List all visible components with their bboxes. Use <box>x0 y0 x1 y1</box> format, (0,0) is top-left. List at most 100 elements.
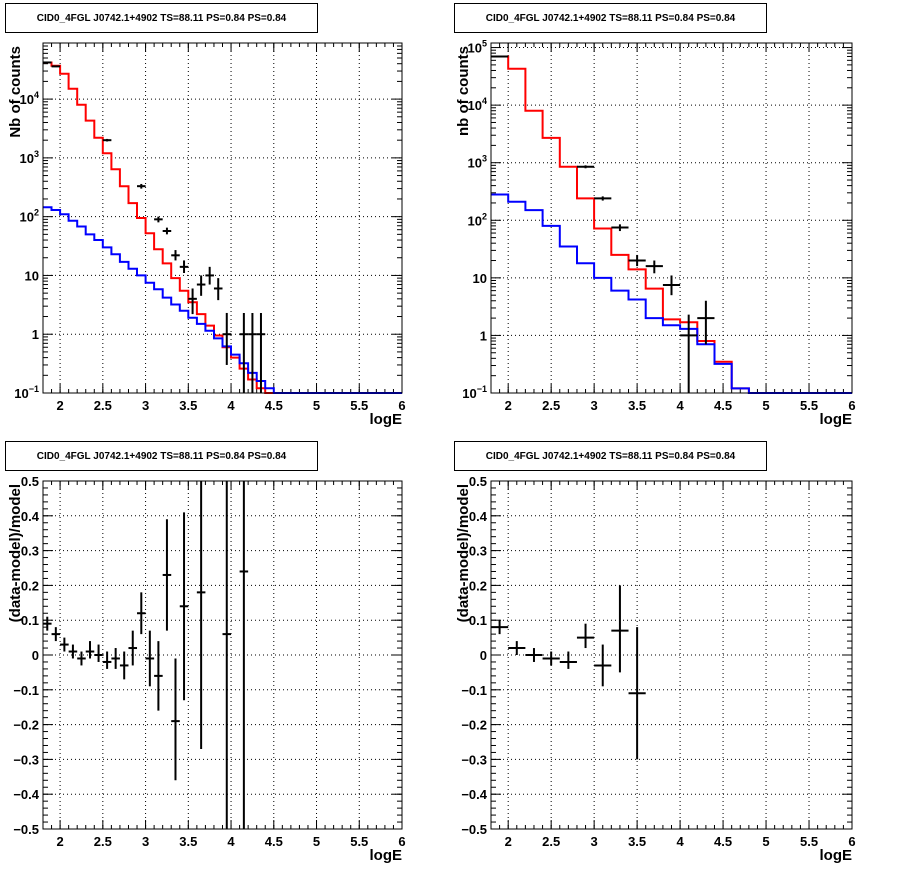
p1-data-point <box>697 300 715 345</box>
p1-x-tick-label: 3 <box>591 398 598 413</box>
p3-x-tick-label: 5 <box>762 834 769 849</box>
p1-data-point <box>576 165 595 169</box>
p2-data-point <box>128 630 138 666</box>
panel-title-bottom-right: CID0_4FGL J0742.1+4902 TS=88.11 PS=0.84 … <box>454 441 767 471</box>
p2-y-tick-label: 0.1 <box>21 613 39 628</box>
p2-data-point <box>196 481 206 749</box>
p1-y-tick-label: 104 <box>468 96 487 113</box>
p3-y-tick-label: −0.1 <box>461 683 487 698</box>
p0-data-point <box>213 278 223 301</box>
p1-y-tick-label: 10 <box>473 271 487 286</box>
p0-x-tick-label: 4 <box>227 398 235 413</box>
p1-plot-frame <box>490 42 853 394</box>
p0-data-point <box>102 138 112 142</box>
p1-data-point <box>594 196 612 201</box>
panel-title-bottom-left: CID0_4FGL J0742.1+4902 TS=88.11 PS=0.84 … <box>5 441 318 471</box>
p1-x-tick-label: 6 <box>848 398 855 413</box>
p3-data-point <box>508 641 526 655</box>
p0-y-tick-label: 10−1 <box>14 384 39 401</box>
p0-data-point <box>205 266 214 285</box>
p0-data-point <box>162 227 172 235</box>
p3-data-point <box>542 651 560 666</box>
p0-y-tick-label: 1 <box>32 327 39 342</box>
p0-x-axis-title: logE <box>370 411 403 428</box>
p2-data-point <box>43 616 52 631</box>
p2-data-point <box>68 644 78 659</box>
p2-data-point <box>119 651 129 680</box>
p2-data-point <box>60 637 69 652</box>
p2-data-point <box>111 648 120 669</box>
p2-data-point <box>145 630 155 687</box>
p2-data-point <box>77 651 86 666</box>
p2-y-tick-label: −0.2 <box>13 718 39 733</box>
p2-x-tick-label: 2 <box>56 834 63 849</box>
p0-y-axis-title: Nb of counts <box>7 46 24 138</box>
p1-y-axis-title: nb of counts <box>455 46 472 136</box>
p2-x-tick-label: 2.5 <box>94 834 112 849</box>
p1-x-tick-label: 3.5 <box>628 398 646 413</box>
p3-y-tick-label: −0.3 <box>461 752 487 767</box>
p0-x-tick-label: 3.5 <box>179 398 197 413</box>
p3-x-tick-label: 4 <box>676 834 684 849</box>
p0-data-point <box>137 183 146 189</box>
p2-y-tick-label: 0.3 <box>21 544 39 559</box>
p1-data-point <box>662 275 681 296</box>
p2-x-tick-label: 3.5 <box>179 834 197 849</box>
p2-plot-frame <box>42 480 403 830</box>
p0-x-tick-label: 2 <box>56 398 63 413</box>
p3-y-tick-label: 0.3 <box>469 544 487 559</box>
p1-y-tick-label: 102 <box>468 211 487 228</box>
p0-data-point <box>222 312 232 365</box>
p1-y-tick-label: 10−1 <box>462 384 487 401</box>
p3-x-tick-label: 2 <box>505 834 512 849</box>
p2-data-point <box>137 592 146 635</box>
p3-x-tick-label: 4.5 <box>714 834 732 849</box>
p3-y-tick-label: −0.4 <box>461 787 487 802</box>
p0-data-point <box>171 250 180 261</box>
p2-y-axis-title: (data-model)/model <box>7 484 24 622</box>
p1-x-tick-label: 2 <box>505 398 512 413</box>
p0-x-tick-label: 5 <box>313 398 320 413</box>
p2-x-tick-label: 5 <box>313 834 320 849</box>
panel-title-top-right: CID0_4FGL J0742.1+4902 TS=88.11 PS=0.84 … <box>454 3 767 33</box>
p1-plot-area <box>491 43 852 393</box>
p3-plot-frame <box>490 480 853 830</box>
p2-y-tick-label: −0.3 <box>13 752 39 767</box>
p3-y-tick-label: 0.2 <box>469 578 487 593</box>
p1-x-axis-title: logE <box>820 411 853 428</box>
p3-y-tick-label: 0.5 <box>469 474 487 489</box>
p2-x-tick-label: 6 <box>398 834 405 849</box>
p2-x-axis-title: logE <box>370 847 403 864</box>
p0-data-point <box>154 216 163 223</box>
p2-y-tick-label: 0.4 <box>21 509 40 524</box>
p0-y-tick-label: 103 <box>20 149 39 166</box>
p2-x-tick-label: 4 <box>227 834 235 849</box>
p3-y-axis-title: (data-model)/model <box>455 484 472 622</box>
p3-y-tick-label: 0 <box>480 648 487 663</box>
p0-data-point <box>188 288 197 315</box>
p3-x-tick-label: 5.5 <box>800 834 818 849</box>
p3-y-tick-label: −0.2 <box>461 718 487 733</box>
p2-data-point <box>222 481 232 829</box>
p2-data-point <box>179 512 189 701</box>
p3-x-tick-label: 2.5 <box>542 834 560 849</box>
p1-x-tick-label: 5 <box>762 398 769 413</box>
p0-x-tick-label: 3 <box>142 398 149 413</box>
p1-y-tick-label: 103 <box>468 154 487 171</box>
p2-data-point <box>154 641 163 711</box>
p3-y-tick-label: 0.1 <box>469 613 487 628</box>
p1-x-tick-label: 4 <box>676 398 684 413</box>
p2-data-point <box>102 651 112 669</box>
p2-y-tick-label: −0.4 <box>13 787 39 802</box>
p1-data-point <box>491 55 509 58</box>
p3-data-point <box>594 644 612 687</box>
p0-data-point <box>248 312 257 393</box>
p3-data-point <box>576 623 595 649</box>
p2-y-tick-label: −0.5 <box>13 822 39 837</box>
p0-y-tick-label: 10 <box>25 268 39 283</box>
p1-data-point <box>645 260 663 274</box>
p3-x-tick-label: 3.5 <box>628 834 646 849</box>
p0-x-tick-label: 4.5 <box>265 398 283 413</box>
p2-x-tick-label: 3 <box>142 834 149 849</box>
